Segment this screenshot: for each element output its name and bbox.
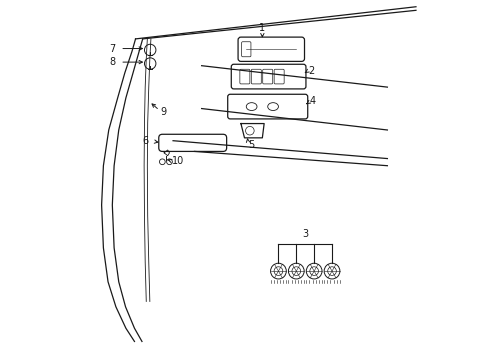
Circle shape (245, 126, 254, 135)
FancyBboxPatch shape (238, 37, 304, 62)
Circle shape (324, 263, 339, 279)
Circle shape (274, 267, 282, 275)
Circle shape (291, 267, 300, 275)
Text: 7: 7 (109, 44, 115, 54)
Text: 4: 4 (309, 96, 315, 107)
FancyBboxPatch shape (231, 64, 305, 89)
FancyBboxPatch shape (240, 69, 249, 84)
Text: 5: 5 (247, 140, 254, 150)
Text: 6: 6 (142, 136, 148, 147)
Text: 9: 9 (160, 107, 166, 117)
Text: 10: 10 (172, 157, 184, 166)
FancyBboxPatch shape (159, 134, 226, 152)
Text: 1: 1 (259, 23, 265, 33)
Circle shape (159, 159, 165, 165)
Circle shape (144, 58, 156, 69)
FancyBboxPatch shape (251, 69, 261, 84)
Circle shape (166, 159, 172, 165)
Text: 3: 3 (302, 229, 307, 239)
FancyBboxPatch shape (274, 69, 284, 84)
FancyBboxPatch shape (262, 69, 272, 84)
Circle shape (327, 267, 336, 275)
Circle shape (305, 263, 322, 279)
Circle shape (288, 263, 304, 279)
Text: 2: 2 (307, 66, 314, 76)
FancyBboxPatch shape (241, 42, 250, 57)
Circle shape (270, 263, 285, 279)
Ellipse shape (246, 103, 257, 111)
Text: 8: 8 (109, 57, 115, 67)
Circle shape (309, 267, 318, 275)
Circle shape (144, 44, 156, 56)
Ellipse shape (267, 103, 278, 111)
FancyBboxPatch shape (227, 94, 307, 119)
